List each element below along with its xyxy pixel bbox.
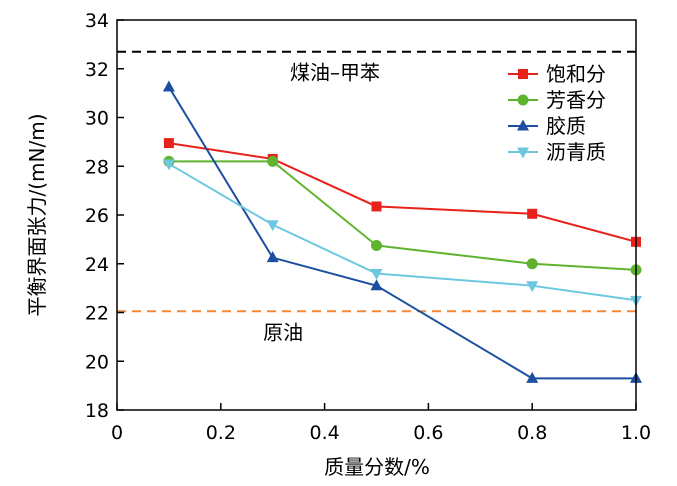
- x-axis-ticks: 0 0.2 0.4 0.6 0.8 1.0: [111, 403, 651, 444]
- data-point-circle: [371, 239, 382, 251]
- data-point-triangle-up: [517, 119, 529, 131]
- data-point-square: [163, 138, 174, 149]
- y-tick-label: 24: [85, 254, 109, 276]
- x-tick-label: 0.8: [517, 422, 547, 444]
- x-tick-label: 0: [111, 422, 123, 444]
- x-axis-title: 质量分数/%: [324, 455, 430, 479]
- data-point-circle: [517, 94, 529, 106]
- x-tick-label: 0.2: [206, 422, 236, 444]
- x-tick-label: 1.0: [621, 422, 651, 444]
- data-point-square: [527, 208, 538, 219]
- y-tick-label: 32: [85, 59, 109, 81]
- y-tick-label: 34: [85, 10, 109, 32]
- y-tick-label: 18: [85, 400, 109, 422]
- data-point-square: [518, 69, 528, 79]
- reference-lines: [117, 50, 636, 313]
- y-axis-title: 平衡界面张力/(mN/m): [25, 113, 49, 316]
- x-tick-label: 0.6: [413, 422, 443, 444]
- data-point-triangle-up: [526, 371, 539, 383]
- x-tick-label: 0.4: [309, 422, 339, 444]
- data-point-triangle-down: [162, 159, 175, 171]
- data-point-square: [371, 201, 382, 212]
- reference-label: 煤油–甲苯: [290, 61, 380, 85]
- data-point-triangle-down: [526, 281, 539, 293]
- legend-label: 芳香分: [546, 88, 606, 112]
- data-point-triangle-up: [162, 80, 175, 92]
- data-point-circle: [267, 155, 279, 167]
- y-axis-ticks: 18 20 22 24 26 28 30 32 34: [85, 10, 124, 422]
- series-line: [168, 162, 637, 302]
- legend-label: 胶质: [546, 114, 586, 138]
- legend-label: 饱和分: [546, 62, 606, 86]
- data-point-triangle-up: [266, 251, 279, 263]
- y-tick-label: 20: [85, 351, 109, 373]
- data-point-circle: [526, 258, 538, 270]
- data-point-triangle-down: [370, 269, 383, 280]
- series-line: [168, 160, 637, 271]
- data-point-triangle-up: [370, 279, 383, 291]
- legend-label: 沥青质: [546, 140, 606, 164]
- y-tick-label: 22: [85, 303, 109, 325]
- y-tick-label: 26: [85, 205, 109, 227]
- data-point-triangle-down: [517, 147, 529, 159]
- y-tick-label: 28: [85, 156, 109, 178]
- series-markers: [162, 80, 642, 383]
- y-tick-label: 30: [85, 108, 109, 130]
- data-point-triangle-down: [266, 220, 279, 232]
- reference-label: 原油: [263, 320, 303, 344]
